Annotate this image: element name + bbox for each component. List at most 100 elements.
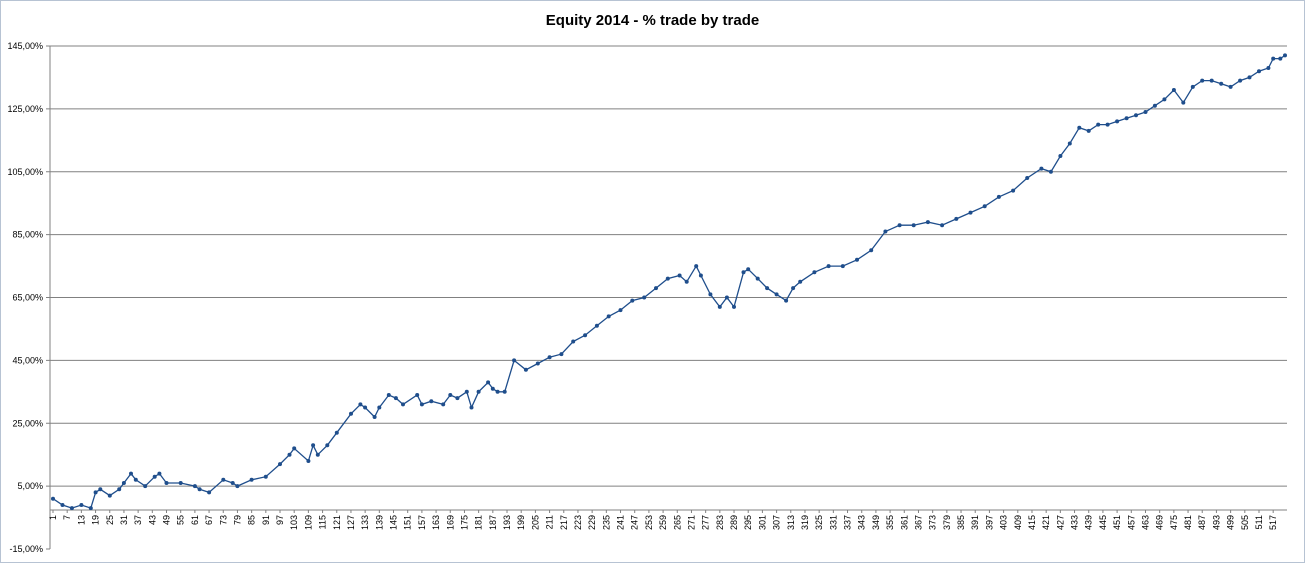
x-tick-label: 385	[956, 515, 966, 530]
data-point	[940, 223, 945, 228]
data-point	[869, 248, 874, 253]
x-tick-label: 295	[743, 515, 753, 530]
data-point	[535, 361, 540, 366]
data-point	[1134, 113, 1138, 118]
x-tick-label: 307	[772, 515, 782, 530]
x-tick-label: 391	[970, 515, 980, 530]
data-point	[1067, 141, 1072, 146]
data-point	[547, 355, 552, 360]
data-point	[69, 506, 74, 511]
x-tick-label: 343	[857, 515, 867, 530]
x-tick-label: 67	[204, 515, 214, 525]
data-point	[911, 223, 916, 228]
x-tick-label: 43	[147, 515, 157, 525]
x-tick-label: 451	[1112, 515, 1122, 530]
series-line	[52, 54, 1286, 509]
x-tick-label: 193	[502, 515, 512, 530]
y-tick-label: 25,00%	[12, 418, 43, 428]
x-tick-label: 331	[828, 515, 838, 530]
y-tick-label: 5,00%	[17, 481, 43, 491]
data-point	[1025, 176, 1030, 180]
x-tick-label: 85	[247, 515, 257, 525]
data-point	[571, 339, 576, 344]
data-point	[698, 273, 703, 278]
x-tick-label: 175	[459, 515, 469, 530]
data-point	[306, 459, 311, 463]
data-point	[372, 415, 377, 419]
data-point	[1228, 84, 1233, 89]
x-tick-label: 217	[559, 515, 569, 530]
data-point	[152, 474, 157, 479]
x-tick-label: 103	[289, 515, 299, 530]
data-point	[464, 389, 469, 394]
x-tick-label: 55	[176, 515, 186, 525]
data-point	[1181, 100, 1186, 105]
data-point	[377, 405, 382, 410]
x-tick-label: 259	[658, 515, 668, 530]
x-tick-label: 421	[1041, 515, 1051, 530]
x-tick-label: 133	[360, 515, 370, 530]
x-tick-label: 181	[474, 515, 484, 530]
data-point	[1247, 75, 1252, 80]
x-tick-label: 511	[1254, 515, 1264, 529]
x-tick-label: 271	[686, 515, 696, 530]
data-point	[192, 484, 197, 489]
data-point	[684, 279, 689, 284]
x-tick-label: 205	[530, 515, 540, 530]
y-tick-label: 145,00%	[7, 41, 43, 51]
data-point	[717, 304, 722, 309]
data-point	[840, 264, 845, 269]
data-point	[143, 484, 148, 489]
data-point	[1058, 154, 1063, 158]
data-point	[278, 462, 282, 467]
data-point	[230, 481, 235, 485]
data-point	[855, 257, 859, 262]
x-tick-label: 19	[91, 515, 101, 525]
y-tick-label: -15,00%	[9, 544, 43, 554]
x-tick-label: 289	[729, 515, 739, 530]
data-point	[429, 399, 434, 404]
data-point	[642, 295, 647, 300]
data-point	[1039, 166, 1044, 171]
data-point	[401, 402, 405, 407]
data-point	[178, 481, 183, 485]
data-point	[93, 490, 98, 495]
data-point	[419, 402, 424, 407]
data-point	[129, 471, 133, 476]
y-tick-label: 125,00%	[7, 104, 43, 114]
data-point	[512, 358, 517, 363]
x-tick-label: 247	[630, 515, 640, 530]
x-tick-label: 277	[701, 515, 711, 530]
x-tick-label: 433	[1070, 515, 1080, 530]
x-tick-label: 313	[786, 515, 796, 530]
data-point	[968, 210, 973, 215]
data-point	[221, 477, 226, 482]
x-tick-label: 403	[999, 515, 1009, 530]
data-point	[235, 484, 240, 489]
data-point	[897, 223, 902, 228]
data-point	[502, 389, 507, 394]
x-tick-label: 37	[133, 515, 143, 525]
x-tick-label: 31	[119, 515, 129, 525]
data-point	[791, 286, 796, 291]
x-tick-label: 517	[1268, 515, 1278, 530]
data-point	[121, 481, 126, 485]
x-tick-label: 349	[871, 515, 881, 530]
data-point	[1209, 78, 1214, 83]
y-tick-label: 65,00%	[12, 293, 43, 303]
data-point	[883, 229, 888, 234]
data-point	[746, 267, 751, 272]
data-point	[784, 298, 789, 303]
x-tick-label: 337	[843, 515, 853, 530]
x-tick-label: 7	[62, 515, 72, 520]
data-point	[523, 367, 528, 372]
data-point	[732, 304, 736, 309]
data-point	[249, 477, 254, 482]
x-tick-label: 361	[899, 515, 909, 530]
data-point	[708, 292, 713, 297]
data-point	[1283, 53, 1287, 58]
x-tick-label: 115	[318, 515, 328, 529]
data-point	[207, 490, 212, 495]
x-tick-label: 79	[232, 515, 242, 525]
